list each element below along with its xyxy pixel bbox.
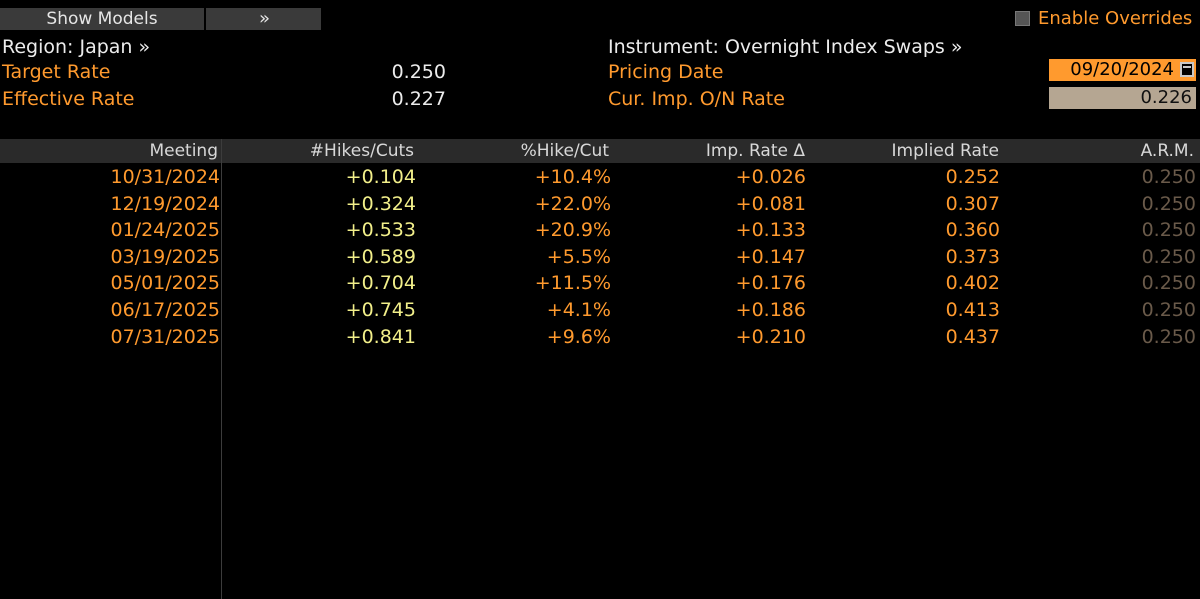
- effective-rate-value: 0.227: [391, 88, 446, 110]
- cell-hikes-cuts: +0.704: [345, 272, 416, 294]
- pricing-date-field[interactable]: 09/20/2024: [1049, 59, 1196, 81]
- cell-pct-hike-cut: +4.1%: [546, 299, 611, 321]
- cell-implied-rate: 0.307: [945, 193, 1000, 215]
- calendar-icon[interactable]: [1180, 62, 1194, 77]
- table-header: [0, 139, 1200, 163]
- cell-imp-rate-delta: +0.081: [735, 193, 806, 215]
- enable-overrides-checkbox[interactable]: [1015, 11, 1030, 26]
- cell-imp-rate-delta: +0.176: [735, 272, 806, 294]
- cell-imp-rate-delta: +0.133: [735, 219, 806, 241]
- cell-imp-rate-delta: +0.026: [735, 166, 806, 188]
- cell-meeting: 05/01/2025: [110, 272, 220, 294]
- cell-implied-rate: 0.252: [945, 166, 1000, 188]
- cell-implied-rate: 0.360: [945, 219, 1000, 241]
- cell-arm: 0.250: [1141, 246, 1196, 268]
- cell-pct-hike-cut: +11.5%: [534, 272, 611, 294]
- cell-arm: 0.250: [1141, 166, 1196, 188]
- cell-meeting: 07/31/2025: [110, 326, 220, 348]
- cell-meeting: 03/19/2025: [110, 246, 220, 268]
- header-implied-rate[interactable]: Implied Rate: [891, 141, 999, 161]
- onrate-label: Cur. Imp. O/N Rate: [608, 88, 785, 110]
- cell-hikes-cuts: +0.104: [345, 166, 416, 188]
- cell-hikes-cuts: +0.745: [345, 299, 416, 321]
- cell-arm: 0.250: [1141, 272, 1196, 294]
- cell-arm: 0.250: [1141, 326, 1196, 348]
- cell-arm: 0.250: [1141, 299, 1196, 321]
- expand-button[interactable]: »: [206, 8, 321, 30]
- cell-pct-hike-cut: +5.5%: [546, 246, 611, 268]
- cell-implied-rate: 0.413: [945, 299, 1000, 321]
- cell-pct-hike-cut: +9.6%: [546, 326, 611, 348]
- effective-rate-label: Effective Rate: [2, 88, 135, 110]
- cell-meeting: 10/31/2024: [110, 166, 220, 188]
- cell-arm: 0.250: [1141, 219, 1196, 241]
- header-imp-rate-delta[interactable]: Imp. Rate Δ: [705, 141, 805, 161]
- show-models-button[interactable]: Show Models: [0, 8, 204, 30]
- cell-imp-rate-delta: +0.210: [735, 326, 806, 348]
- cell-pct-hike-cut: +10.4%: [534, 166, 611, 188]
- header-arm[interactable]: A.R.M.: [1140, 141, 1194, 161]
- cell-meeting: 12/19/2024: [110, 193, 220, 215]
- cell-hikes-cuts: +0.533: [345, 219, 416, 241]
- cell-hikes-cuts: +0.324: [345, 193, 416, 215]
- cell-imp-rate-delta: +0.186: [735, 299, 806, 321]
- cell-implied-rate: 0.373: [945, 246, 1000, 268]
- target-rate-value: 0.250: [391, 61, 446, 83]
- cell-pct-hike-cut: +20.9%: [534, 219, 611, 241]
- cell-hikes-cuts: +0.841: [345, 326, 416, 348]
- cell-implied-rate: 0.437: [945, 326, 1000, 348]
- header-meeting[interactable]: Meeting: [149, 141, 218, 161]
- cell-imp-rate-delta: +0.147: [735, 246, 806, 268]
- pricing-date-label: Pricing Date: [608, 61, 724, 83]
- cell-meeting: 01/24/2025: [110, 219, 220, 241]
- header-hikes-cuts[interactable]: #Hikes/Cuts: [309, 141, 414, 161]
- header-pct-hike-cut[interactable]: %Hike/Cut: [520, 141, 609, 161]
- meeting-column-divider: [221, 139, 222, 599]
- onrate-field[interactable]: 0.226: [1049, 87, 1196, 109]
- cell-arm: 0.250: [1141, 193, 1196, 215]
- cell-implied-rate: 0.402: [945, 272, 1000, 294]
- cell-meeting: 06/17/2025: [110, 299, 220, 321]
- enable-overrides-label[interactable]: Enable Overrides: [1038, 8, 1193, 29]
- region-selector[interactable]: Region: Japan »: [2, 36, 151, 58]
- cell-hikes-cuts: +0.589: [345, 246, 416, 268]
- instrument-selector[interactable]: Instrument: Overnight Index Swaps »: [608, 36, 963, 58]
- cell-pct-hike-cut: +22.0%: [534, 193, 611, 215]
- target-rate-label: Target Rate: [2, 61, 111, 83]
